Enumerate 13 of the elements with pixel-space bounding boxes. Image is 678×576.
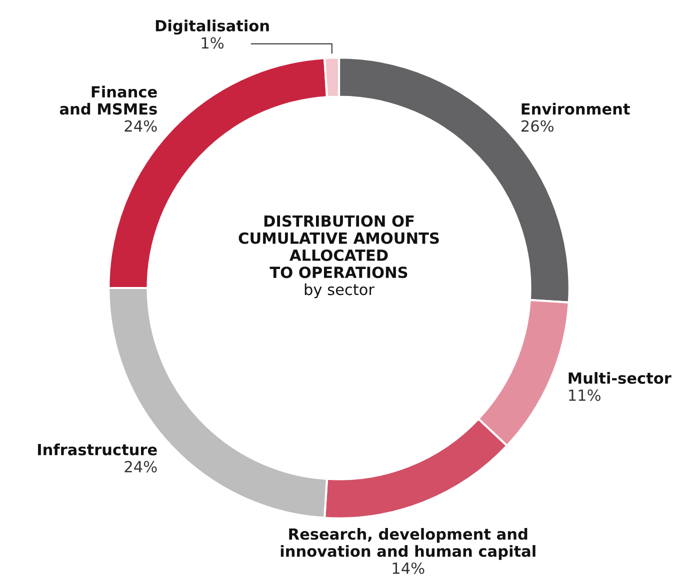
data-label: 14% — [392, 562, 424, 574]
slice-label: Multi-sector — [568, 372, 672, 384]
slice-label: Infrastructure — [38, 444, 157, 456]
data-label: 24% — [124, 460, 157, 472]
data-label: 1% — [202, 37, 224, 49]
data-label: 11% — [569, 389, 600, 401]
data-label: 24% — [124, 120, 157, 132]
slice-label: Environment — [522, 102, 630, 115]
data-label: 26% — [522, 120, 554, 132]
slice-label: Research, development and innovation and human capital — [280, 528, 536, 560]
slice-label: Digitalisation — [156, 20, 269, 35]
text: by sector — [304, 283, 374, 298]
slice-label: Finance and MSMEs — [60, 86, 157, 115]
